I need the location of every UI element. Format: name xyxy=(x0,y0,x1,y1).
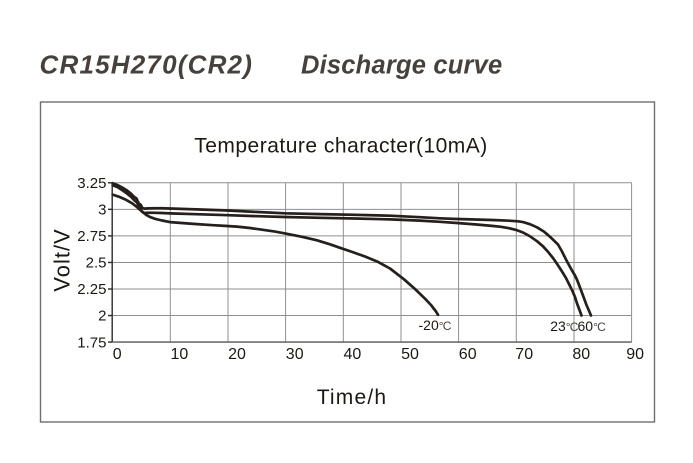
svg-text:1.75: 1.75 xyxy=(77,334,106,351)
svg-text:2.75: 2.75 xyxy=(77,228,106,245)
svg-text:2.5: 2.5 xyxy=(86,255,107,272)
svg-text:23°C: 23°C xyxy=(550,318,579,334)
svg-text:2.25: 2.25 xyxy=(77,281,106,298)
svg-text:Volt/V: Volt/V xyxy=(50,228,75,291)
svg-text:60: 60 xyxy=(459,346,477,363)
svg-text:-20°C: -20°C xyxy=(419,317,452,333)
svg-text:80: 80 xyxy=(572,346,590,363)
svg-text:30: 30 xyxy=(286,346,304,363)
svg-text:Time/h: Time/h xyxy=(317,386,388,409)
svg-text:50: 50 xyxy=(401,346,419,363)
svg-text:70: 70 xyxy=(515,346,533,363)
svg-text:90: 90 xyxy=(626,346,644,363)
svg-text:3: 3 xyxy=(98,202,106,219)
svg-text:Temperature character(10mA): Temperature character(10mA) xyxy=(194,135,488,158)
svg-text:3.25: 3.25 xyxy=(77,175,106,192)
svg-text:20: 20 xyxy=(228,346,246,363)
svg-text:60°C: 60°C xyxy=(578,318,607,334)
svg-text:CR15H270(CR2): CR15H270(CR2) xyxy=(40,50,254,80)
svg-text:2: 2 xyxy=(98,308,106,325)
svg-text:40: 40 xyxy=(344,346,362,363)
svg-text:10: 10 xyxy=(171,346,189,363)
svg-text:0: 0 xyxy=(113,346,122,363)
svg-text:Discharge curve: Discharge curve xyxy=(301,52,502,80)
